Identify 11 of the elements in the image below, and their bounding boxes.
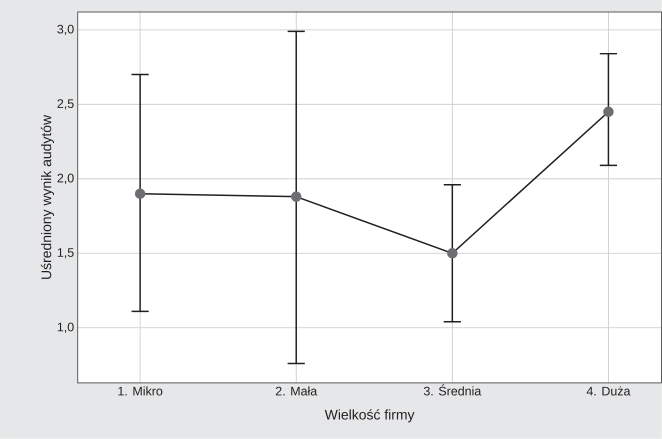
x-tick-label: 1. Mikro xyxy=(118,386,162,396)
x-tick-label: 3. Średnia xyxy=(424,384,482,396)
x-axis-title: Wielkość firmy xyxy=(324,409,414,422)
y-tick-label: 1,5 xyxy=(58,248,74,258)
y-tick-label: 2,5 xyxy=(57,99,74,110)
y-axis-title: Uśredniony wynik audytów xyxy=(40,114,54,279)
y-tick-label: 3,0 xyxy=(57,24,74,36)
x-tick-label: 2. Mała xyxy=(276,386,318,396)
y-tick-label: 2,0 xyxy=(57,174,74,184)
x-tick-label: 4. Duża xyxy=(586,386,630,396)
y-tick-label: 1,0 xyxy=(58,322,74,333)
